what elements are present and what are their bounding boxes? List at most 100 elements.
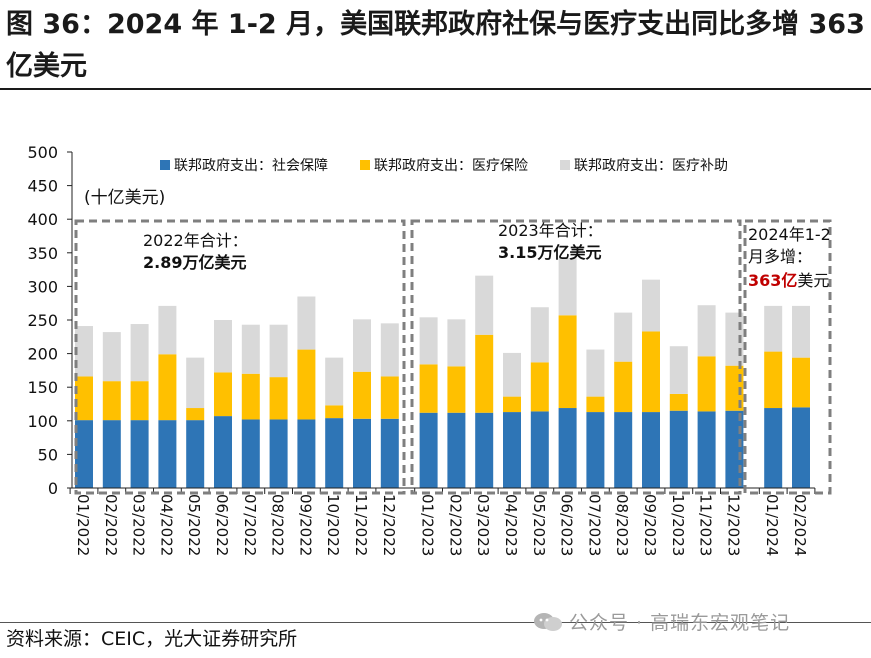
x-tick-label: 03/2023 xyxy=(474,494,492,556)
bar-medicare-03-2022 xyxy=(130,381,149,421)
bar-medicaid-07-2022 xyxy=(241,324,260,374)
bar-medicaid-02-2022 xyxy=(102,332,121,382)
bar-medicare-01-2022 xyxy=(75,376,93,421)
y-tick-label: 200 xyxy=(27,345,58,364)
bar-medicare-04-2022 xyxy=(158,354,177,421)
bar-medicaid-02-2023 xyxy=(447,319,466,367)
bar-medicaid-08-2022 xyxy=(269,324,288,378)
bar-social-security-01-2022 xyxy=(75,420,93,488)
bar-medicare-11-2023 xyxy=(697,356,716,412)
x-tick-label: 10/2022 xyxy=(324,494,342,556)
legend-label-medicare: 联邦政府支出：医疗保险 xyxy=(374,158,528,174)
y-tick-label: 150 xyxy=(27,378,58,397)
bar-social-security-04-2022 xyxy=(158,420,177,488)
annotation-line2-2022: 2.89万亿美元 xyxy=(143,253,246,272)
bar-medicare-02-2023 xyxy=(447,366,466,413)
bar-medicaid-05-2022 xyxy=(186,357,205,409)
bar-medicaid-01-2023 xyxy=(419,317,438,365)
legend-swatch-social-security xyxy=(160,160,170,170)
x-tick-label: 05/2023 xyxy=(530,494,548,556)
source-note: 资料来源：CEIC，光大证券研究所 xyxy=(6,628,298,650)
bar-social-security-10-2023 xyxy=(669,410,688,488)
x-tick-label: 11/2023 xyxy=(697,494,715,556)
legend-label-social-security: 联邦政府支出：社会保障 xyxy=(174,158,328,174)
bar-medicare-03-2023 xyxy=(475,334,494,413)
legend-swatch-medicare xyxy=(360,160,370,170)
bar-social-security-06-2022 xyxy=(214,416,232,488)
bar-medicare-01-2024 xyxy=(764,351,783,409)
x-tick-label: 04/2023 xyxy=(502,494,520,556)
y-tick-label: 450 xyxy=(27,177,58,196)
bar-medicare-06-2023 xyxy=(558,315,577,409)
bar-social-security-07-2022 xyxy=(241,419,260,488)
y-tick-label: 300 xyxy=(27,277,58,296)
bar-medicaid-06-2022 xyxy=(214,320,232,373)
bar-medicare-05-2023 xyxy=(530,362,549,412)
x-tick-label: 02/2024 xyxy=(791,494,809,556)
x-tick-label: 08/2023 xyxy=(613,494,631,556)
bar-social-security-08-2023 xyxy=(614,412,633,488)
bar-medicaid-10-2022 xyxy=(325,357,344,406)
bar-social-security-12-2022 xyxy=(380,418,399,488)
bar-social-security-03-2022 xyxy=(130,420,149,488)
x-axis: 01/2022 02/2022 03/2022 04/2022 05/2022 06/20… xyxy=(69,487,816,556)
annotation-line2-2023: 3.15万亿美元 xyxy=(498,243,601,262)
x-tick-label: 09/2022 xyxy=(296,494,314,556)
bar-medicaid-01-2022 xyxy=(75,326,93,377)
bar-medicare-04-2023 xyxy=(503,396,521,413)
bar-medicare-09-2023 xyxy=(642,331,660,413)
bar-social-security-06-2023 xyxy=(558,408,577,488)
y-axis-label: (十亿美元) xyxy=(84,188,165,208)
legend-label-medicaid: 联邦政府支出：医疗补助 xyxy=(574,158,728,174)
bar-medicaid-07-2023 xyxy=(586,349,605,397)
bar-social-security-04-2023 xyxy=(503,412,521,488)
bar-social-security-12-2023 xyxy=(725,410,744,488)
bar-medicare-08-2023 xyxy=(614,361,633,413)
bar-medicare-02-2022 xyxy=(102,381,121,421)
bar-social-security-01-2023 xyxy=(419,412,438,488)
bar-medicaid-05-2023 xyxy=(530,307,549,363)
y-tick-label: 350 xyxy=(27,244,58,263)
x-tick-label: 12/2022 xyxy=(380,494,398,556)
bar-medicare-11-2022 xyxy=(353,371,371,419)
bar-medicare-02-2024 xyxy=(792,357,810,408)
bar-social-security-02-2022 xyxy=(102,420,121,488)
y-tick-label: 50 xyxy=(38,445,58,464)
y-tick-label: 0 xyxy=(48,479,58,498)
x-tick-label: 07/2023 xyxy=(585,494,603,556)
y-tick-label: 500 xyxy=(27,143,58,162)
figure-title: 图 36：2024 年 1-2 月，美国联邦政府社保与医疗支出同比多增 363 … xyxy=(6,9,865,82)
bar-medicare-01-2023 xyxy=(419,364,438,413)
footer-divider xyxy=(0,622,871,623)
bar-medicaid-11-2023 xyxy=(697,305,716,357)
bar-medicaid-01-2024 xyxy=(764,305,783,352)
x-tick-label: 12/2023 xyxy=(724,494,742,556)
bar-medicare-08-2022 xyxy=(269,377,288,420)
bar-social-security-08-2022 xyxy=(269,419,288,488)
bar-medicaid-06-2023 xyxy=(558,258,577,316)
annotation-line3-2024: 363亿美元 xyxy=(748,271,829,290)
x-tick-label: 01/2022 xyxy=(74,494,92,556)
bar-medicaid-09-2023 xyxy=(642,279,660,332)
bar-medicare-05-2022 xyxy=(186,408,205,421)
bar-social-security-11-2023 xyxy=(697,411,716,488)
y-axis: 0 50 100 150 200 250 300 350 400 450 500 xyxy=(27,143,73,498)
bar-social-security-11-2022 xyxy=(353,418,371,488)
bar-medicaid-12-2022 xyxy=(380,323,399,377)
x-tick-label: 03/2022 xyxy=(130,494,148,556)
bar-medicaid-03-2022 xyxy=(130,324,149,382)
legend: 联邦政府支出：社会保障 联邦政府支出：医疗保险 联邦政府支出：医疗补助 xyxy=(160,158,728,174)
annotation-line1-2022: 2022年合计： xyxy=(143,231,248,250)
bars-group xyxy=(75,258,810,488)
bar-medicare-07-2023 xyxy=(586,396,605,413)
bar-medicare-09-2022 xyxy=(297,349,316,420)
x-tick-label: 10/2023 xyxy=(669,494,687,556)
x-tick-label: 08/2022 xyxy=(269,494,287,556)
bar-social-security-01-2024 xyxy=(764,408,783,488)
y-tick-label: 250 xyxy=(27,311,58,330)
bar-medicaid-02-2024 xyxy=(792,305,810,358)
title-divider xyxy=(0,88,871,90)
x-tick-label: 05/2022 xyxy=(185,494,203,556)
bar-medicare-07-2022 xyxy=(241,373,260,420)
